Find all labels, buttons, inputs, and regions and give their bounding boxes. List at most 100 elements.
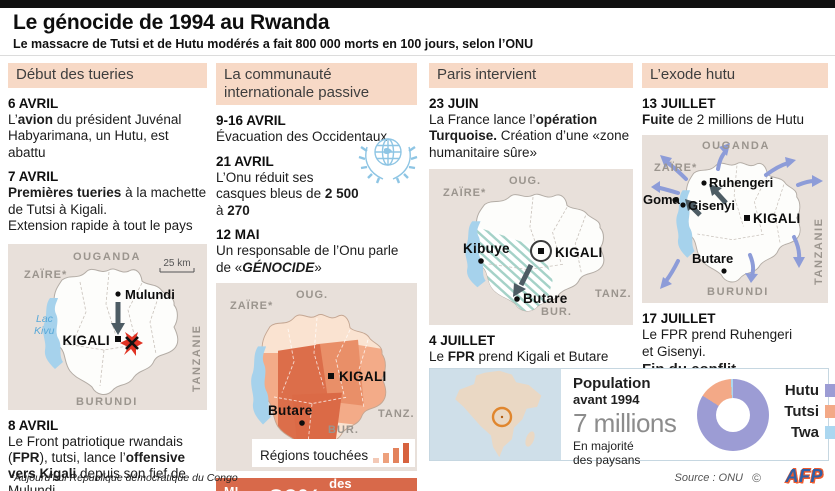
column-header: L’exode hutu (642, 63, 828, 88)
legend-label: Régions touchées (260, 448, 369, 464)
lake-kivu (676, 190, 695, 258)
advance-arrow-icon (513, 263, 534, 298)
label-mulundi: Mulundi (125, 287, 175, 302)
rwanda-map-exodus: OUGANDA ZAÏRE* TANZANIE BURUNDI Goma Gis… (643, 140, 825, 298)
province-borders (488, 197, 586, 274)
lake-kivu (465, 221, 486, 288)
event-13-juillet: 13 JUILLET Fuite de 2 millions de Hutu (642, 96, 828, 128)
banner-percentage: 80% (269, 484, 322, 491)
label-kigali: KIGALI (339, 369, 387, 384)
donut-chart (697, 379, 769, 451)
label-butare: Butare (268, 403, 313, 418)
population-subtitle-2: des paysans (573, 452, 641, 467)
label-oug: OUG. (296, 289, 328, 301)
capital-marker (744, 215, 750, 222)
column-header: Début des tueries (8, 63, 207, 88)
event-date: 21 AVRIL (216, 153, 274, 169)
population-panel: Population avant 1994 7 millions En majo… (429, 368, 835, 467)
rwanda-map-turquoise: OUG. ZAÏRE* TANZ. BUR. Kibuye KIGALI But… (443, 175, 632, 318)
event-text: L’Onu réduit ses casques bleus de 2 500 … (216, 169, 359, 218)
map-regions-touchees: OUG. ZAÏRE* TANZ. BUR. KIGALI Butare Rég… (216, 283, 417, 472)
column-debut-des-tueries: Début des tueries 6 AVRIL L’avion du pré… (8, 63, 207, 491)
banner-label: MI-MAI (224, 485, 261, 491)
label-zaire: ZAÏRE* (24, 268, 67, 281)
city-dot-gisenyi (680, 202, 686, 208)
legend-bar-2 (383, 453, 389, 464)
scale-bar (159, 267, 195, 272)
label-tanz: TANZ. (595, 288, 632, 300)
population-title-2: avant 1994 (573, 391, 640, 407)
event-text: Le FPR prend Ruhengeri (642, 327, 793, 343)
africa-locator-map (430, 369, 561, 460)
legend-row-tutsi: Tutsi 15 (779, 403, 835, 420)
event-date: 8 AVRIL (8, 417, 59, 433)
donut-legend: Hutu 84% Tutsi 15 Twa 1 (779, 382, 835, 460)
rwanda-locator-circle (491, 406, 513, 428)
swatch-tutsi (825, 405, 835, 418)
event-12-mai: 12 MAI Un responsable de l’Onu parle de … (216, 227, 417, 276)
label-tanz: TANZ. (378, 408, 415, 420)
legend-row-hutu: Hutu 84% (779, 382, 835, 399)
event-9-16-avril: 9-16 AVRIL Évacuation des Occidentaux (216, 113, 417, 145)
top-bar (0, 0, 835, 8)
un-globe-land (384, 147, 392, 155)
event-text: Évacuation des Occidentaux (216, 129, 388, 145)
label-oug: OUG. (509, 175, 541, 187)
event-4-juillet: 4 JUILLET Le FPR prend Kigali et Butare (429, 333, 633, 365)
page-subtitle: Le massacre de Tutsi et de Hutu modérés … (13, 37, 534, 51)
column-header: La communauté internationale passive (216, 63, 417, 106)
offensive-arrow-icon (111, 301, 125, 335)
label-goma: Goma (643, 192, 681, 207)
label-butare: Butare (523, 291, 568, 306)
event-21-avril: 21 AVRIL L’Onu réduit ses casques bleus … (216, 154, 417, 219)
label-bur: BUR. (541, 306, 572, 318)
event-date: 17 JUILLET (642, 311, 716, 327)
map-exode: OUGANDA ZAÏRE* TANZANIE BURUNDI Goma Gis… (642, 135, 828, 304)
label-zaire: ZAÏRE* (230, 299, 273, 312)
population-subtitle: En majorité (573, 438, 634, 453)
swatch-hutu (825, 384, 835, 397)
column-paris-intervient: Paris intervient 23 JUIN La France lance… (429, 63, 633, 366)
copyright-symbol: © (752, 471, 761, 485)
event-8-avril: 8 AVRIL Le Front patriotique rwandais (F… (8, 418, 207, 491)
event-date: 9-16 AVRIL (216, 113, 286, 129)
rwanda-map-april: OUGANDA ZAÏRE* TANZANIE BURUNDI Lac Kivu… (24, 251, 203, 408)
label-butare: Butare (692, 251, 733, 266)
population-text: Population avant 1994 7 millions En majo… (561, 369, 695, 467)
label-ouganda: OUGANDA (702, 140, 770, 152)
event-date: 12 MAI (216, 227, 260, 243)
label-lac-kivu-2: Kivu (34, 325, 55, 337)
swatch-twa (825, 426, 835, 439)
city-dot-kibuye (478, 258, 484, 264)
label-lac-kivu: Lac (36, 313, 54, 325)
un-icon (355, 125, 421, 193)
city-dot-butare (514, 296, 520, 302)
fpr-advance-arrows (685, 184, 728, 217)
afp-logo: AFP (785, 466, 823, 486)
event-text: L’avion du président Juvénal Habyarimana… (8, 111, 182, 160)
legend-row-twa: Twa 1 (779, 424, 835, 441)
label-gisenyi: Gisenyi (688, 198, 735, 213)
event-text: Le FPR prend Kigali et Butare (429, 349, 609, 365)
map-operation-turquoise: OUG. ZAÏRE* TANZ. BUR. Kibuye KIGALI But… (429, 169, 633, 326)
population-total: 7 millions (573, 407, 677, 438)
map-debut-tueries: OUGANDA ZAÏRE* TANZANIE BURUNDI Lac Kivu… (8, 243, 207, 410)
banner-text: des massacres déjà commis (329, 476, 352, 491)
event-date: 4 JUILLET (429, 333, 496, 349)
madagascar (525, 431, 535, 447)
event-text: Le Front patriotique rwandais (FPR), tut… (8, 433, 186, 491)
capital-marker (115, 335, 121, 342)
event-text: Premières tueries à la machette de Tutsi… (8, 185, 207, 217)
capital-marker (538, 248, 544, 255)
label-kigali: KIGALI (62, 333, 110, 348)
city-dot-goma (672, 197, 678, 203)
event-text: Un responsable de l’Onu parle de «GÉNOCI… (216, 243, 399, 275)
footnote: *Aujourd’hui République démocratique du … (10, 472, 238, 484)
africa-silhouette (455, 370, 542, 458)
label-tanzanie: TANZANIE (191, 324, 203, 392)
source-credit: Source : ONU (674, 472, 743, 484)
legend-bar-4 (403, 443, 409, 464)
column-communaute-internationale: La communauté internationale passive 9-1… (216, 63, 418, 491)
event-text: Fuite de 2 millions de Hutu (642, 111, 805, 127)
exodus-arrow-heads (651, 143, 823, 290)
